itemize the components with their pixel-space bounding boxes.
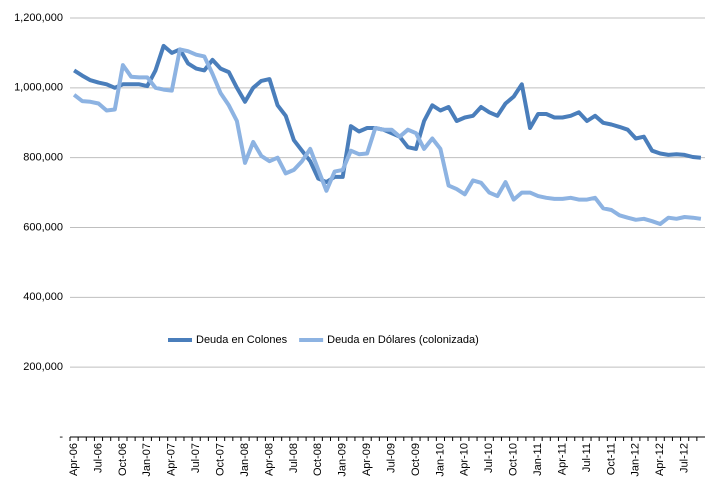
x-tick-label: Oct-11 [605, 443, 617, 475]
x-tick-label: Jul-06 [92, 443, 104, 473]
x-tick-label: Apr-08 [263, 443, 275, 476]
x-tick-label: Jul-07 [190, 443, 202, 473]
x-tick-label: Apr-12 [654, 443, 666, 476]
legend-label: Deuda en Colones [196, 334, 288, 346]
x-tick-label: Oct-08 [312, 443, 324, 476]
legend-label: Deuda en Dólares (colonizada) [327, 334, 479, 346]
y-tick-label: 200,000 [23, 361, 63, 373]
x-tick-label: Jul-10 [483, 443, 495, 473]
x-tick-label: Apr-10 [459, 443, 471, 476]
x-tick-label: Apr-07 [166, 443, 178, 476]
y-tick-label: - [59, 431, 63, 443]
x-tick-label: Jul-09 [385, 443, 397, 473]
y-tick-label: 600,000 [23, 221, 63, 233]
y-tick-label: 1,000,000 [14, 82, 63, 94]
x-tick-label: Apr-09 [361, 443, 373, 476]
x-tick-label: Jan-11 [532, 443, 544, 476]
x-tick-label: Jan-10 [434, 443, 446, 477]
x-tick-label: Oct-07 [215, 443, 227, 476]
x-tick-label: Jul-08 [288, 443, 300, 473]
x-tick-label: Oct-10 [508, 443, 520, 476]
x-tick-label: Jan-09 [337, 443, 349, 477]
x-tick-label: Oct-09 [410, 443, 422, 476]
x-tick-label: Jul-12 [679, 443, 691, 473]
x-tick-label: Apr-11 [556, 443, 568, 475]
y-tick-label: 400,000 [23, 291, 63, 303]
series-line [73, 43, 702, 185]
x-tick-label: Jul-11 [581, 443, 593, 472]
x-tick-label: Jan-08 [239, 443, 251, 477]
x-tick-label: Apr-06 [68, 443, 80, 476]
x-tick-label: Oct-06 [117, 443, 129, 476]
x-tick-label: Jan-07 [141, 443, 153, 477]
y-tick-label: 1,200,000 [14, 12, 63, 24]
series-line [72, 47, 702, 226]
x-tick-label: Jan-12 [630, 443, 642, 477]
y-tick-label: 800,000 [23, 152, 63, 164]
